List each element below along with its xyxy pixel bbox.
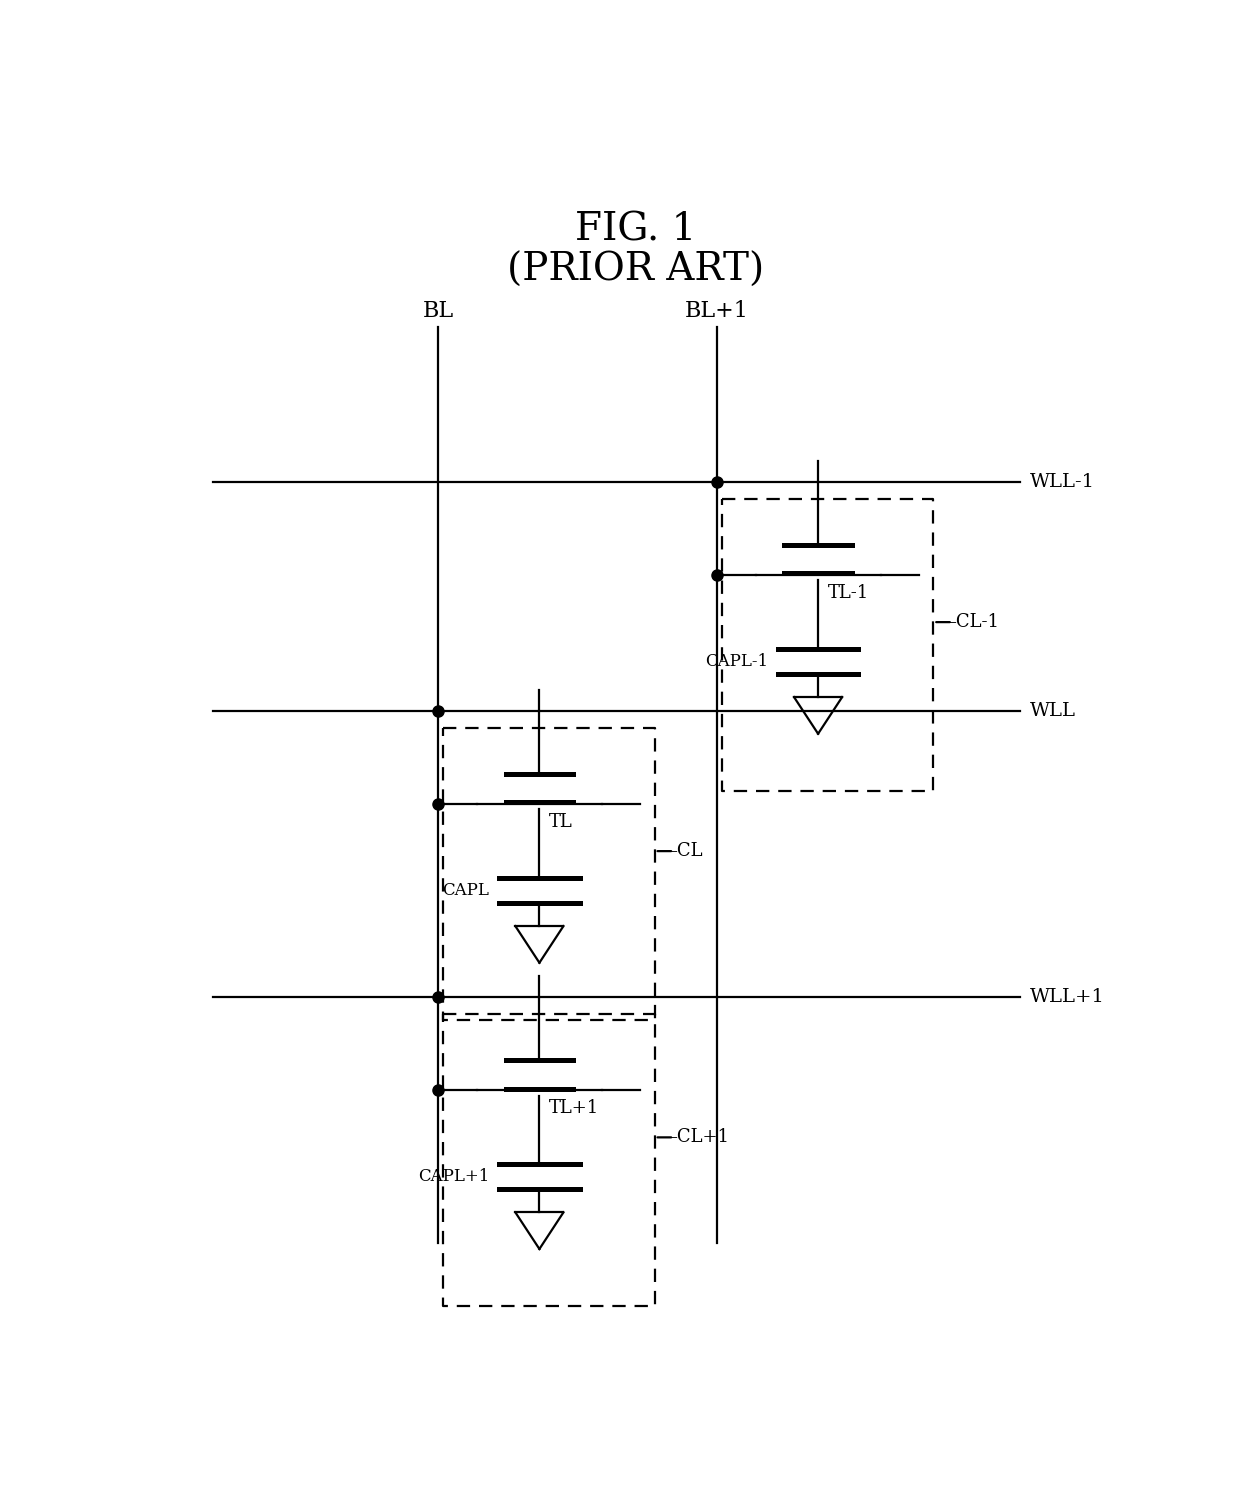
Text: WLL-1: WLL-1 (1029, 473, 1095, 491)
Text: CAPL+1: CAPL+1 (418, 1169, 490, 1185)
Text: —CL: —CL (660, 842, 703, 859)
Text: TL: TL (549, 813, 573, 831)
Text: WLL+1: WLL+1 (1029, 987, 1105, 1007)
Text: WLL: WLL (1029, 702, 1075, 720)
Text: —CL-1: —CL-1 (939, 613, 999, 630)
Text: TL-1: TL-1 (828, 584, 869, 602)
Text: FIG. 1: FIG. 1 (575, 211, 696, 248)
Text: TL+1: TL+1 (549, 1099, 599, 1117)
Text: BL: BL (423, 299, 454, 321)
Text: CAPL: CAPL (443, 882, 490, 900)
Text: —CL+1: —CL+1 (660, 1129, 729, 1146)
Text: (PRIOR ART): (PRIOR ART) (507, 251, 764, 288)
Text: BL+1: BL+1 (686, 299, 749, 321)
Text: CAPL-1: CAPL-1 (706, 653, 768, 671)
